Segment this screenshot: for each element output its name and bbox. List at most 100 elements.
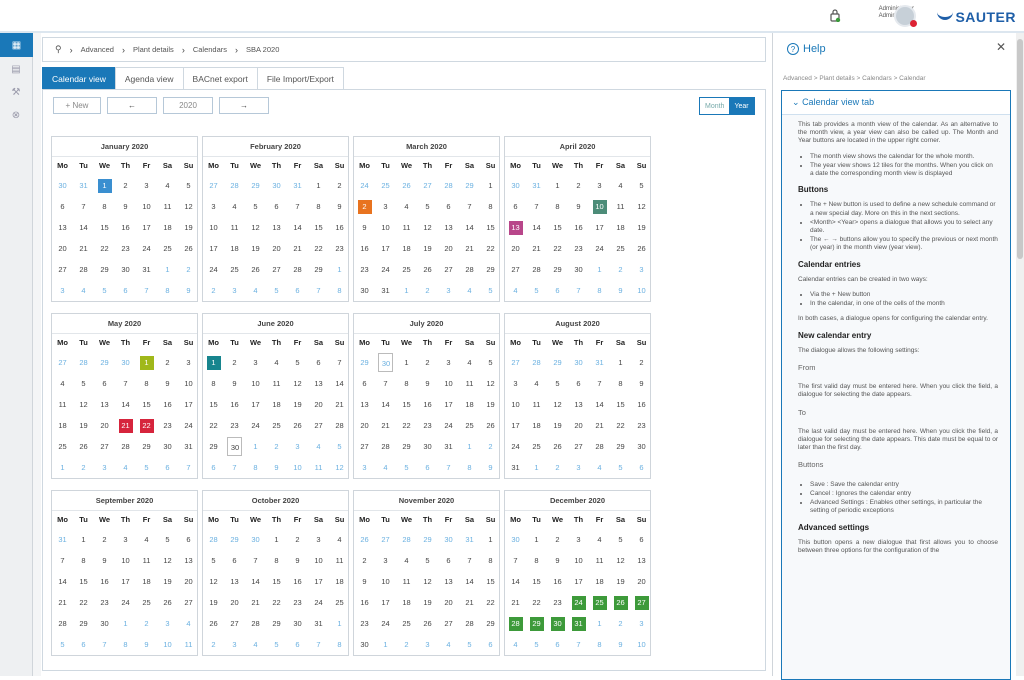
- day-cell[interactable]: 17: [444, 400, 453, 410]
- tab-calendar-view[interactable]: Calendar view: [42, 67, 116, 90]
- day-cell[interactable]: 6: [186, 535, 191, 544]
- day-cell[interactable]: 6: [425, 463, 430, 473]
- day-cell[interactable]: 23: [360, 265, 369, 275]
- day-cell[interactable]: 31: [58, 535, 67, 544]
- day-cell[interactable]: 1: [488, 535, 493, 544]
- day-cell[interactable]: 20: [184, 577, 193, 587]
- day-cell[interactable]: 7: [383, 379, 388, 389]
- day-cell[interactable]: 2: [618, 265, 623, 275]
- month-tile[interactable]: October 2020 Mo Tu We Th Fr Sa Su 28 29 30 1 2 3 4 5 6 7 8…: [202, 490, 349, 656]
- nav-settings-icon[interactable]: ⊗: [11, 109, 21, 121]
- day-cell[interactable]: 10: [121, 556, 130, 566]
- day-cell[interactable]: 23: [360, 619, 369, 629]
- day-cell[interactable]: 25: [532, 442, 541, 452]
- day-cell[interactable]: 21: [465, 598, 474, 608]
- day-cell[interactable]: 15: [553, 223, 562, 233]
- day-cell[interactable]: 31: [511, 463, 520, 473]
- day-cell[interactable]: 21: [293, 244, 302, 254]
- day-cell[interactable]: 1: [597, 265, 602, 275]
- day-cell[interactable]: 2: [81, 463, 86, 473]
- day-cell[interactable]: 6: [513, 202, 518, 212]
- day-cell[interactable]: 31: [444, 442, 453, 452]
- day-cell[interactable]: 9: [555, 556, 560, 566]
- day-cell[interactable]: 7: [123, 379, 128, 389]
- day-cell[interactable]: 7: [253, 556, 258, 566]
- day-cell[interactable]: 12: [293, 379, 302, 389]
- day-cell[interactable]: 6: [639, 463, 644, 473]
- day-cell[interactable]: 11: [335, 556, 344, 566]
- day-cell[interactable]: 24: [184, 421, 193, 431]
- day-cell[interactable]: 27: [631, 592, 652, 613]
- day-cell[interactable]: 27: [272, 265, 281, 275]
- day-cell[interactable]: 12: [616, 556, 625, 566]
- day-cell[interactable]: 5: [186, 181, 191, 190]
- day-cell[interactable]: 28: [121, 442, 130, 452]
- day-cell[interactable]: 18: [163, 223, 172, 233]
- day-cell[interactable]: 30: [423, 442, 432, 452]
- day-cell[interactable]: 28: [595, 442, 604, 452]
- day-cell[interactable]: 16: [335, 223, 344, 233]
- day-cell[interactable]: 6: [295, 286, 300, 296]
- day-cell[interactable]: 19: [184, 223, 193, 233]
- day-cell[interactable]: 12: [163, 556, 172, 566]
- day-cell[interactable]: 18: [616, 223, 625, 233]
- day-cell[interactable]: 3: [253, 358, 258, 367]
- day-cell[interactable]: 30: [547, 613, 568, 634]
- day-cell[interactable]: 22: [100, 244, 109, 254]
- day-cell[interactable]: 9: [488, 463, 493, 473]
- day-cell[interactable]: 8: [144, 379, 149, 389]
- day-cell[interactable]: 15: [272, 577, 281, 587]
- help-section-title[interactable]: ⌄ Calendar view tab: [782, 91, 1010, 115]
- day-cell[interactable]: 14: [58, 577, 67, 587]
- day-cell[interactable]: 29: [251, 181, 260, 190]
- day-cell[interactable]: 26: [360, 535, 369, 544]
- day-cell[interactable]: 31: [568, 613, 589, 634]
- day-cell[interactable]: 3: [102, 463, 107, 473]
- day-cell[interactable]: 6: [211, 463, 216, 473]
- day-cell[interactable]: 26: [486, 421, 495, 431]
- day-cell[interactable]: 12: [486, 379, 495, 389]
- day-cell[interactable]: 13: [637, 556, 646, 566]
- day-cell[interactable]: 26: [79, 442, 88, 452]
- day-cell[interactable]: 1: [203, 352, 224, 373]
- nav-plant-icon[interactable]: ▤: [11, 63, 21, 75]
- day-cell[interactable]: 17: [381, 244, 390, 254]
- day-cell[interactable]: 7: [316, 286, 321, 296]
- day-cell[interactable]: 12: [251, 223, 260, 233]
- day-cell[interactable]: 4: [144, 535, 149, 544]
- day-cell[interactable]: 27: [360, 442, 369, 452]
- day-cell[interactable]: 29: [553, 265, 562, 275]
- day-cell[interactable]: 13: [272, 223, 281, 233]
- day-cell[interactable]: 29: [79, 619, 88, 629]
- day-cell[interactable]: 25: [402, 265, 411, 275]
- day-cell[interactable]: 31: [532, 181, 541, 190]
- day-cell[interactable]: 5: [639, 181, 644, 190]
- day-cell[interactable]: 11: [230, 223, 239, 233]
- day-cell[interactable]: 16: [553, 577, 562, 587]
- month-tile[interactable]: August 2020 Mo Tu We Th Fr Sa Su 27 28 29 30 31 1 2 3 4 5…: [504, 313, 651, 479]
- day-cell[interactable]: 18: [272, 400, 281, 410]
- day-cell[interactable]: 24: [360, 181, 369, 190]
- day-cell[interactable]: 5: [404, 463, 409, 473]
- day-cell[interactable]: 28: [335, 421, 344, 431]
- day-cell[interactable]: 11: [465, 379, 474, 389]
- day-cell[interactable]: 13: [444, 223, 453, 233]
- day-cell[interactable]: 14: [511, 577, 520, 587]
- day-cell[interactable]: 26: [184, 244, 193, 254]
- day-cell[interactable]: 3: [446, 286, 451, 296]
- day-cell[interactable]: 10: [381, 223, 390, 233]
- day-cell[interactable]: 15: [142, 400, 151, 410]
- day-cell[interactable]: 6: [232, 556, 237, 566]
- month-tile[interactable]: December 2020 Mo Tu We Th Fr Sa Su 30 1 2 3 4 5 6 7 8 9 10…: [504, 490, 651, 656]
- new-button[interactable]: + New: [53, 97, 101, 114]
- day-cell[interactable]: 5: [274, 640, 279, 650]
- day-cell[interactable]: 30: [444, 535, 453, 544]
- month-tile[interactable]: November 2020 Mo Tu We Th Fr Sa Su 26 27 28 29 30 31 1…: [353, 490, 500, 656]
- day-cell[interactable]: 24: [444, 421, 453, 431]
- day-cell[interactable]: 5: [337, 442, 342, 452]
- day-cell[interactable]: 8: [597, 286, 602, 296]
- day-cell[interactable]: 2: [102, 535, 107, 544]
- day-cell[interactable]: 24: [511, 442, 520, 452]
- day-cell[interactable]: 25: [381, 181, 390, 190]
- day-cell[interactable]: 6: [446, 556, 451, 566]
